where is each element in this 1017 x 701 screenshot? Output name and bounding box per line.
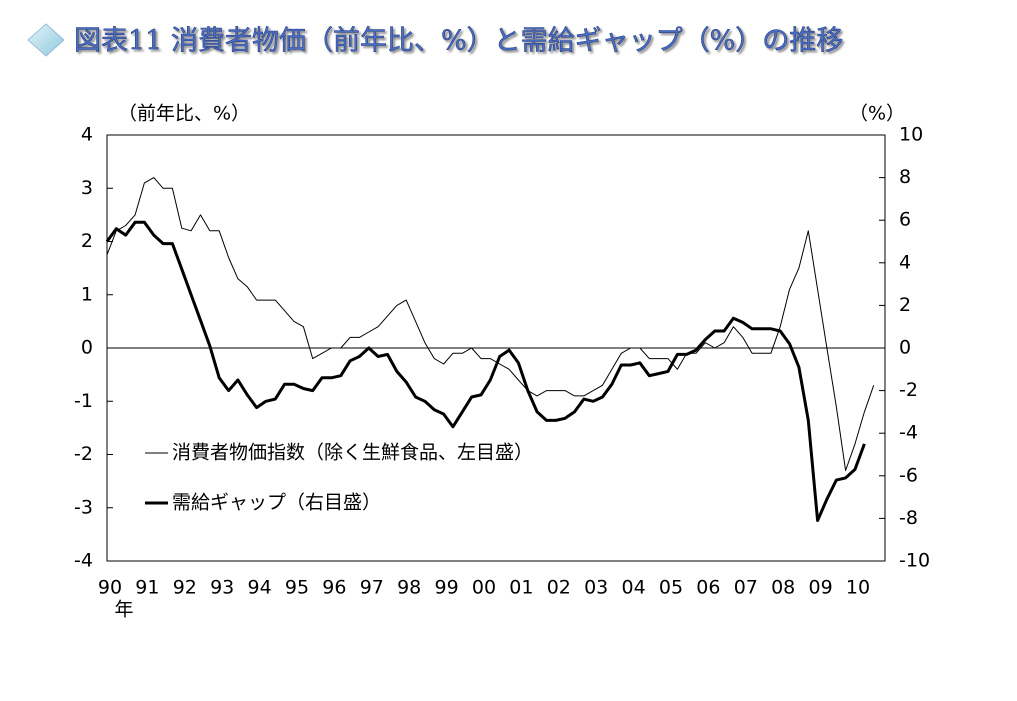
series-line (105, 220, 866, 522)
title-icon (27, 23, 65, 57)
x-tick-label: 02 (547, 577, 571, 599)
x-tick-label: 07 (734, 577, 758, 599)
series-line (106, 177, 875, 471)
y-tick-label: -3 (74, 496, 93, 518)
legend-label: 消費者物価指数（除く生鮮食品、左目盛） (172, 442, 533, 464)
y2-tick-label: 10 (899, 124, 923, 146)
x-tick-label: 92 (173, 577, 197, 599)
x-tick-label: 98 (397, 577, 421, 599)
y-tick-label: 1 (81, 283, 93, 305)
x-tick-label: 94 (248, 577, 272, 599)
x-tick-label: 10 (846, 577, 870, 599)
x-tick-label: 97 (360, 577, 384, 599)
x-tick-label: 96 (322, 577, 346, 599)
y-tick-label: -2 (74, 443, 93, 465)
y2-tick-label: -4 (899, 422, 918, 444)
y2-tick-label: 6 (899, 209, 911, 231)
y-tick-label: 2 (81, 230, 93, 252)
x-tick-label: 95 (285, 577, 309, 599)
x-tick-label: 90 (98, 577, 122, 599)
y2-tick-label: -6 (899, 464, 918, 486)
x-tick-label: 91 (135, 577, 159, 599)
y-tick-label: -1 (74, 390, 93, 412)
chart-title: 図表11 消費者物価（前年比、%）と需給ギャップ（%）の推移 (74, 26, 843, 57)
y-tick-label: 0 (81, 337, 93, 359)
y-axis-label: （前年比、%） (118, 103, 250, 125)
x-tick-label: 08 (771, 577, 795, 599)
x-tick-label: 09 (809, 577, 833, 599)
y2-tick-label: 2 (899, 294, 911, 316)
x-tick-label: 04 (622, 577, 646, 599)
x-tick-label: 00 (472, 577, 496, 599)
x-tick-label: 06 (696, 577, 720, 599)
y-tick-label: 4 (81, 124, 93, 146)
x-tick-label: 05 (659, 577, 683, 599)
y2-tick-label: -8 (899, 507, 918, 529)
x-tick-label: 01 (509, 577, 533, 599)
x-tick-label: 03 (584, 577, 608, 599)
y2-tick-label: 8 (899, 166, 911, 188)
x-tick-label: 93 (210, 577, 234, 599)
y2-tick-label: 4 (899, 251, 911, 273)
y2-tick-label: -10 (899, 550, 930, 572)
x-tick-label: 99 (435, 577, 459, 599)
y2-axis-label: （%） (849, 103, 905, 125)
y2-tick-label: 0 (899, 337, 911, 359)
y-tick-label: 3 (81, 177, 93, 199)
legend-label: 需給ギャップ（右目盛） (172, 492, 381, 514)
x-annotation: 年 (114, 599, 133, 621)
y-tick-label: -4 (74, 550, 93, 572)
y2-tick-label: -2 (899, 379, 918, 401)
